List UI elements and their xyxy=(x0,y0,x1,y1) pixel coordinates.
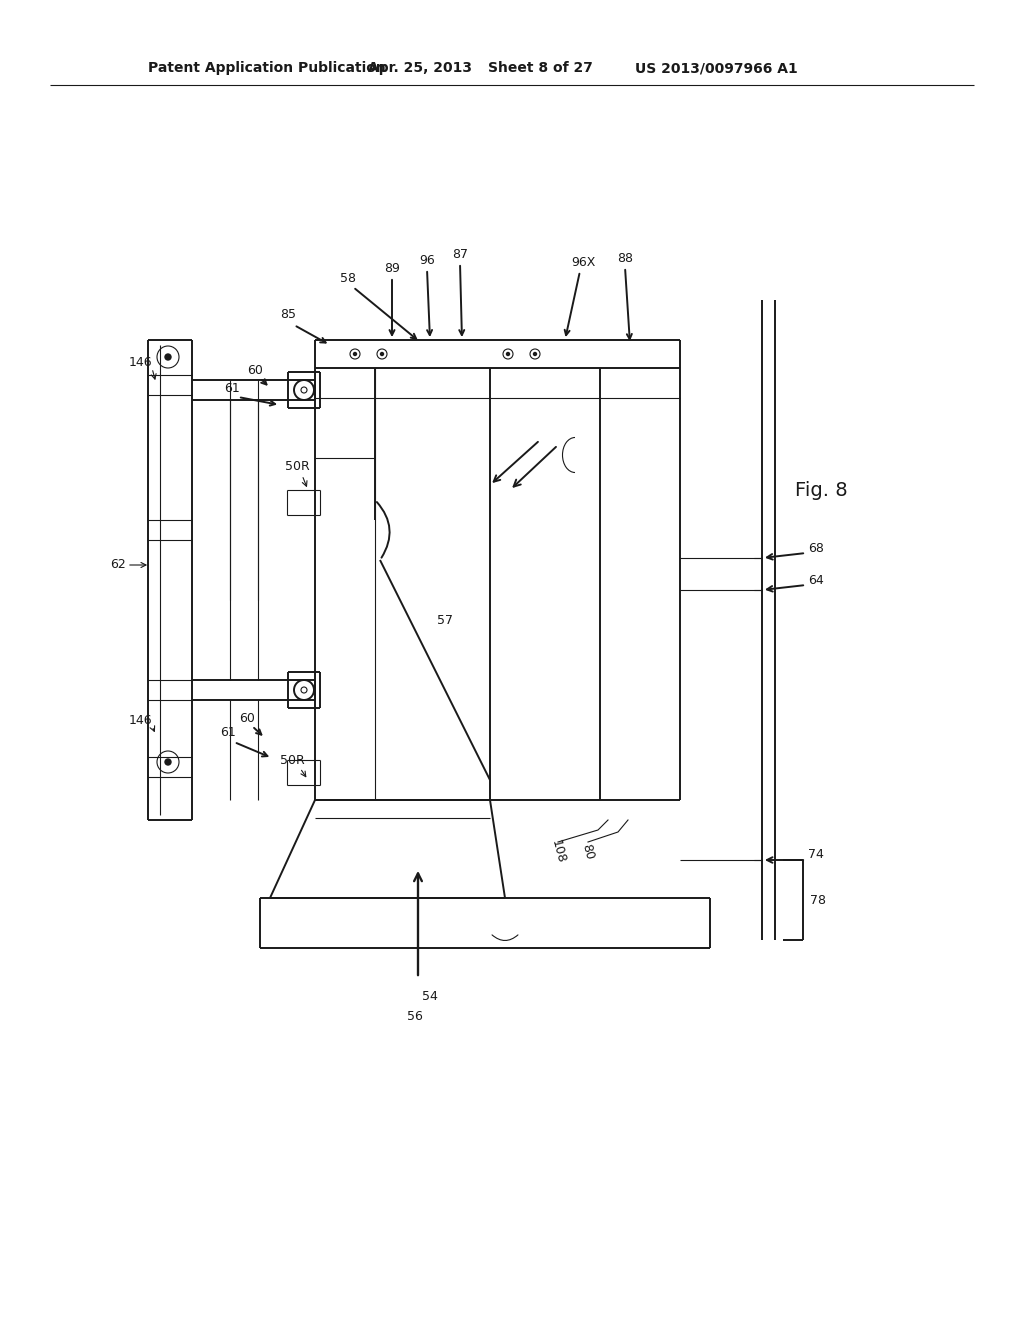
Text: Patent Application Publication: Patent Application Publication xyxy=(148,61,386,75)
Text: 60: 60 xyxy=(247,363,263,376)
Text: 68: 68 xyxy=(808,541,824,554)
Circle shape xyxy=(381,352,384,355)
Text: 96X: 96X xyxy=(570,256,595,268)
Circle shape xyxy=(507,352,510,355)
Text: 96: 96 xyxy=(419,253,435,267)
Text: 80: 80 xyxy=(580,842,596,862)
Text: 62: 62 xyxy=(111,558,126,572)
Text: 56: 56 xyxy=(408,1010,423,1023)
Text: Apr. 25, 2013: Apr. 25, 2013 xyxy=(368,61,472,75)
Text: 89: 89 xyxy=(384,261,400,275)
Circle shape xyxy=(353,352,356,355)
Circle shape xyxy=(165,759,171,766)
Text: 78: 78 xyxy=(810,894,826,907)
Text: 61: 61 xyxy=(220,726,236,738)
Text: 60: 60 xyxy=(239,711,255,725)
Text: 87: 87 xyxy=(452,248,468,260)
Text: US 2013/0097966 A1: US 2013/0097966 A1 xyxy=(635,61,798,75)
Text: 85: 85 xyxy=(280,309,296,322)
Circle shape xyxy=(534,352,537,355)
Text: 50R: 50R xyxy=(285,459,309,473)
Text: 54: 54 xyxy=(422,990,438,1002)
Text: Sheet 8 of 27: Sheet 8 of 27 xyxy=(488,61,593,75)
Text: 58: 58 xyxy=(340,272,356,285)
Text: 146: 146 xyxy=(128,714,152,726)
Text: 50R: 50R xyxy=(280,754,304,767)
Circle shape xyxy=(165,354,171,360)
Text: 64: 64 xyxy=(808,573,823,586)
Text: 88: 88 xyxy=(617,252,633,264)
Text: 74: 74 xyxy=(808,849,824,862)
Text: 57: 57 xyxy=(437,614,453,627)
Text: 108: 108 xyxy=(549,838,567,865)
Text: Fig. 8: Fig. 8 xyxy=(795,480,848,499)
Text: 146: 146 xyxy=(128,355,152,368)
Text: 61: 61 xyxy=(224,381,240,395)
